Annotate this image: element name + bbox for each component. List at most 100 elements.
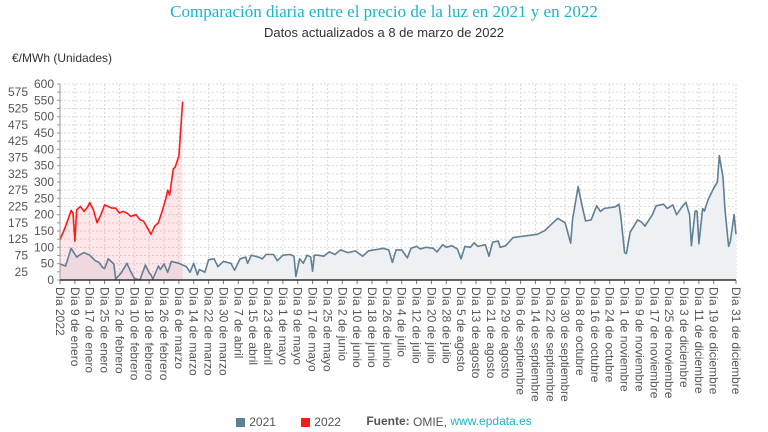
data-point-2021 xyxy=(432,247,434,249)
data-point-2021 xyxy=(701,207,704,210)
data-point-2021 xyxy=(425,246,427,248)
x-tick-label: Día 17 de noviembre xyxy=(647,287,661,399)
data-point-2021 xyxy=(354,250,356,252)
y-tick-label: 525 xyxy=(8,102,28,116)
data-point-2021 xyxy=(497,240,499,242)
data-point-2021 xyxy=(126,262,128,264)
x-tick-label: Día 3 de diciembre xyxy=(677,287,691,388)
x-tick-label: Día 1 de noviembre xyxy=(618,287,632,392)
data-point-2021 xyxy=(217,266,219,268)
x-tick-label: Día 2 de febrero xyxy=(112,287,126,374)
x-tick-label: Día 14 de septiembre xyxy=(528,287,542,402)
y-tick-label: 350 xyxy=(34,159,54,173)
data-point-2021 xyxy=(245,256,247,258)
x-tick-label: Día 28 de julio xyxy=(439,287,453,364)
data-point-2022 xyxy=(70,209,72,212)
data-point-2021 xyxy=(584,220,587,222)
y-tick-label: 0 xyxy=(47,273,54,287)
data-point-2021 xyxy=(623,251,626,254)
data-point-2021 xyxy=(79,253,82,256)
data-point-2022 xyxy=(146,227,148,229)
data-point-2021 xyxy=(729,240,732,242)
data-point-2021 xyxy=(306,254,308,256)
data-point-2021 xyxy=(581,204,583,206)
x-tick-label: Día 26 de febrero xyxy=(157,287,171,381)
data-point-2021 xyxy=(185,266,187,268)
x-tick-label: Día 17 de mayo xyxy=(306,287,320,372)
y-tick-label: 425 xyxy=(8,134,28,148)
legend-item-2022[interactable]: 2022 xyxy=(301,414,341,429)
data-point-2022 xyxy=(87,205,89,208)
data-point-2021 xyxy=(120,272,122,274)
data-point-2021 xyxy=(230,262,232,264)
data-point-2021 xyxy=(282,254,284,256)
data-point-2021 xyxy=(133,277,135,279)
y-tick-label: 375 xyxy=(8,151,28,165)
y-tick-label: 150 xyxy=(34,224,54,238)
data-point-2021 xyxy=(94,260,96,262)
data-point-2021 xyxy=(207,259,210,261)
data-point-2021 xyxy=(246,262,249,264)
data-point-2021 xyxy=(239,258,241,260)
data-point-2021 xyxy=(258,256,260,258)
data-point-2021 xyxy=(70,247,72,249)
data-point-2021 xyxy=(688,214,691,216)
data-point-2021 xyxy=(681,206,683,208)
data-point-2021 xyxy=(289,253,291,256)
data-point-2021 xyxy=(148,272,150,274)
legend-item-2021[interactable]: 2021 xyxy=(236,414,276,429)
chart-title: Comparación diaria entre el precio de la… xyxy=(170,2,598,21)
data-point-2021 xyxy=(464,245,466,247)
source-link[interactable]: www.epdata.es xyxy=(450,414,532,429)
x-tick-label: Día 15 de abril xyxy=(246,287,260,365)
data-point-2022 xyxy=(118,212,121,214)
data-point-2021 xyxy=(113,263,115,265)
y-tick-label: 200 xyxy=(34,208,54,222)
legend-swatch-2021 xyxy=(236,417,246,427)
data-point-2022 xyxy=(157,222,160,224)
data-point-2021 xyxy=(362,255,364,257)
data-point-2021 xyxy=(89,254,91,256)
data-point-2021 xyxy=(310,256,312,258)
data-point-2021 xyxy=(564,222,566,224)
data-point-2021 xyxy=(570,242,572,244)
data-point-2021 xyxy=(157,265,160,267)
data-point-2021 xyxy=(410,247,412,249)
data-point-2021 xyxy=(293,255,295,257)
y-tick-label: 300 xyxy=(34,175,54,189)
data-point-2022 xyxy=(174,166,176,168)
data-point-2022 xyxy=(92,209,95,211)
data-point-2021 xyxy=(727,245,730,247)
data-point-2021 xyxy=(401,249,403,251)
data-point-2021 xyxy=(189,271,191,273)
data-point-2021 xyxy=(298,258,301,260)
data-point-2021 xyxy=(460,258,462,260)
x-tick-label: Día 18 de febrero xyxy=(142,287,156,381)
series-area-2022 xyxy=(60,102,183,280)
x-tick-label: Día 11 de diciembre xyxy=(692,287,706,394)
data-point-2021 xyxy=(544,230,546,232)
data-point-2021 xyxy=(488,255,490,257)
x-tick-label: Día 31 de diciembre xyxy=(729,287,743,395)
x-tick-label: Día 6 de marzo xyxy=(172,287,186,369)
data-point-2021 xyxy=(536,233,538,235)
data-point-2021 xyxy=(499,246,501,248)
data-point-2021 xyxy=(222,260,225,262)
data-point-2021 xyxy=(694,210,696,212)
data-point-2021 xyxy=(388,249,390,251)
x-tick-label: Día 29 de agosto xyxy=(499,287,513,379)
x-tick-label: Día 19 de diciembre xyxy=(707,287,721,395)
y-tick-label: 600 xyxy=(34,77,54,91)
y-tick-label: 225 xyxy=(8,200,28,214)
data-point-2021 xyxy=(313,254,316,256)
data-point-2021 xyxy=(419,248,421,250)
y-tick-label: 25 xyxy=(15,265,29,279)
legend-swatch-2022 xyxy=(301,417,311,427)
data-point-2021 xyxy=(129,270,132,272)
x-tick-label: Día 20 de julio xyxy=(424,287,438,364)
x-tick-label: Día 30 de septiembre xyxy=(558,287,572,402)
y-tick-label: 325 xyxy=(8,167,28,181)
y-tick-label: 275 xyxy=(8,183,28,197)
data-point-2021 xyxy=(505,245,507,247)
data-point-2021 xyxy=(707,199,709,201)
